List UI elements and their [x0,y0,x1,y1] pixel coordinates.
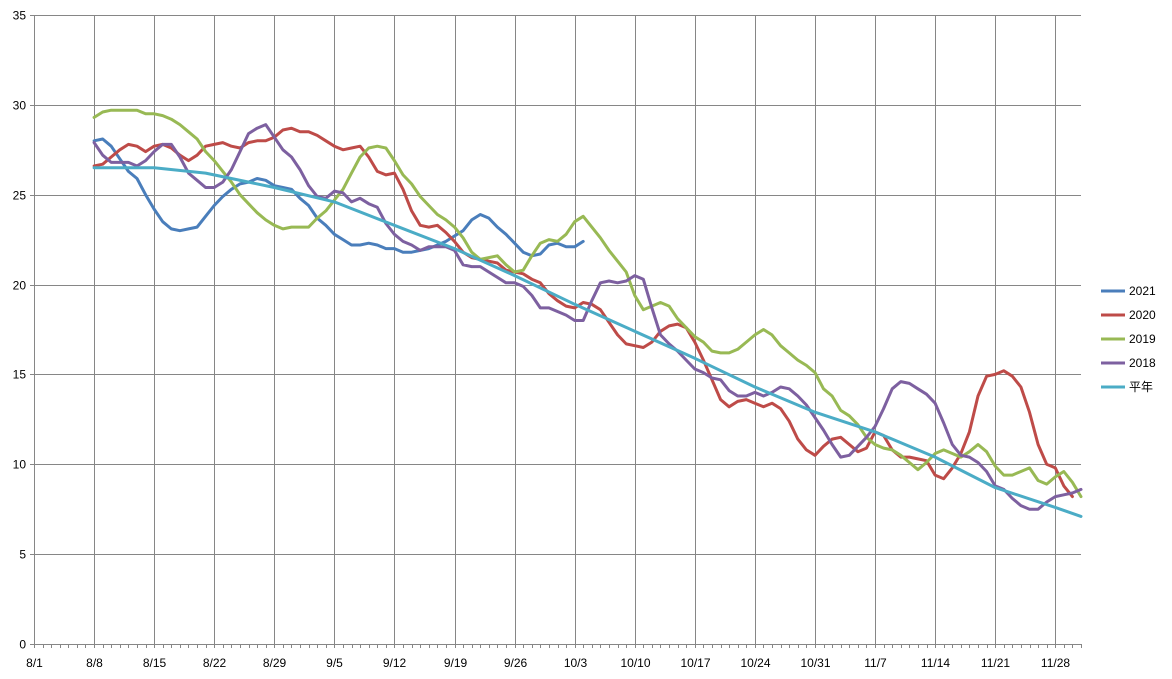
x-tick-label: 8/1 [26,656,43,670]
legend-label: 2018 [1129,356,1156,370]
x-tick-label: 11/7 [864,656,887,670]
y-tick-label: 25 [13,189,27,203]
series-line-1 [92,126,1074,499]
x-tick-label: 8/8 [86,656,103,670]
legend-label: 2021 [1129,284,1156,298]
x-tick-label: 11/21 [981,656,1010,670]
axes [30,15,1082,648]
x-tick-label: 10/3 [564,656,588,670]
x-tick-label: 8/29 [263,656,287,670]
x-tick-label: 10/24 [740,656,770,670]
series-line-0 [92,137,585,258]
y-tick-label: 30 [13,99,27,113]
x-tick-label: 9/19 [444,656,468,670]
series-line-2 [92,108,1083,499]
legend: 2021 2020 2019 2018 平年 [1101,284,1156,394]
x-tick-label: 9/5 [326,656,343,670]
x-axis-tick-labels: 8/1 8/8 8/15 8/22 8/29 9/5 9/12 9/19 9/26 10/3 10/… [26,656,1070,670]
y-tick-label: 0 [19,638,26,652]
y-tick-label: 5 [19,548,26,562]
x-tick-label: 10/31 [800,656,830,670]
legend-label: 2019 [1129,332,1156,346]
x-tick-label: 11/14 [921,656,950,670]
y-tick-label: 10 [13,458,27,472]
x-tick-label: 9/26 [504,656,528,670]
y-tick-label: 15 [13,368,27,382]
x-tick-label: 10/10 [620,656,650,670]
legend-label: 2020 [1129,308,1156,322]
y-tick-label: 35 [13,9,27,23]
x-tick-label: 9/12 [383,656,407,670]
y-axis-tick-labels: 0 5 10 15 20 25 30 35 [13,9,27,652]
gridlines [34,15,1081,644]
y-tick-label: 20 [13,279,27,293]
x-tick-label: 10/17 [680,656,710,670]
x-tick-label: 11/28 [1041,656,1070,670]
series-line-4 [92,166,1083,518]
x-tick-label: 8/15 [143,656,167,670]
x-tick-label: 8/22 [203,656,227,670]
legend-label: 平年 [1129,380,1153,394]
series-lines [92,108,1083,518]
